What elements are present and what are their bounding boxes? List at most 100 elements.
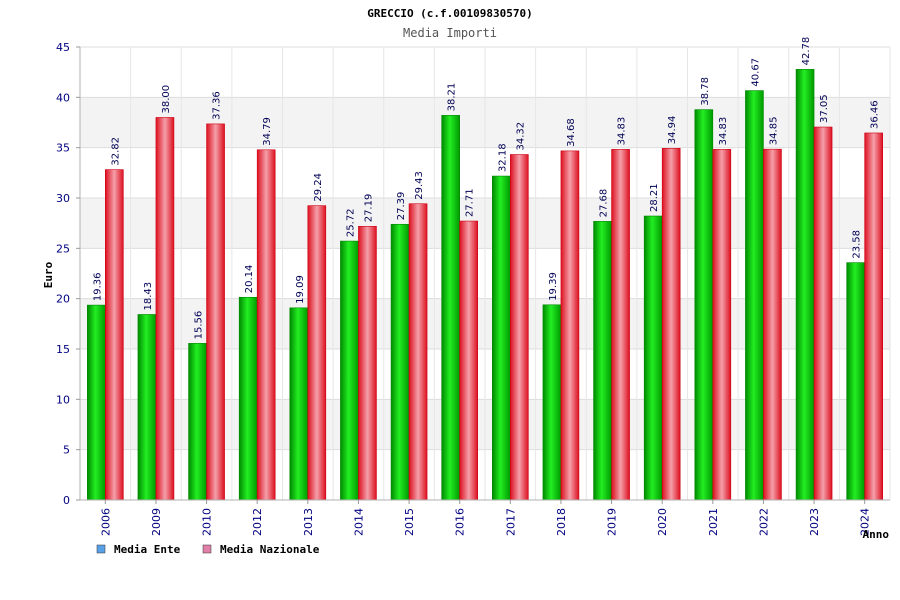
x-tick-label: 2016 [454,508,467,536]
bar-value-label: 19.09 [295,275,306,304]
y-axis-label: Euro [42,261,55,288]
bar-value-label: 23.58 [852,230,863,259]
bar-value-label: 38.21 [447,83,458,112]
bar-media-ente-2022 [745,90,764,501]
bar-media-ente-2012 [238,296,258,501]
x-tick-label: 2013 [302,508,315,536]
y-tick-label: 15 [56,343,70,356]
bar-value-label: 27.39 [396,192,407,221]
bar-value-label: 34.83 [617,117,628,146]
x-tick-label: 2012 [251,508,264,536]
axes [79,47,890,501]
x-tick-label: 2022 [757,508,770,536]
bar-media-nazionale-2017 [510,154,529,501]
bar-media-ente-2018 [542,304,562,501]
bar-media-nazionale-2014 [358,225,377,501]
y-tick-label: 20 [56,293,70,306]
bar-media-nazionale-2019 [611,149,630,501]
y-tick-label: 40 [56,91,70,104]
x-axis-label: Anno [863,528,890,541]
bar-value-label: 29.24 [313,173,324,202]
bar-value-label: 36.46 [870,100,881,129]
bar-media-ente-2010 [188,343,207,501]
bar-value-label: 38.00 [161,85,172,114]
x-tick-label: 2018 [555,508,568,536]
y-axis-ticks: 0 5 10 15 20 25 30 35 40 45 [56,41,80,507]
bar-value-label: 28.21 [649,183,660,212]
bar-value-label: 34.79 [262,117,273,146]
y-tick-label: 45 [56,41,70,54]
x-tick-label: 2021 [707,508,720,536]
bar-media-ente-2017 [492,175,511,501]
bar-value-label: 27.71 [465,188,476,217]
legend-swatch-media-nazionale [202,544,212,554]
bar-value-label: 34.85 [768,117,779,146]
bar-value-label: 34.83 [718,117,729,146]
bar-value-label: 15.56 [194,311,205,340]
bar-value-label: 40.67 [750,58,761,87]
x-tick-label: 2010 [201,508,214,536]
bar-value-label: 19.39 [548,272,559,301]
bar-media-ente-2020 [643,215,663,501]
bar-media-ente-2009 [137,314,157,501]
y-tick-label: 0 [63,494,70,507]
x-axis-ticks: 2006 2009 2010 2012 2013 2014 2015 2016 2017 2018… [99,500,872,536]
y-tick-label: 35 [56,142,70,155]
bar-media-nazionale-2009 [155,117,175,501]
bar-value-label: 37.05 [819,94,830,123]
legend-label-media-nazionale: Media Nazionale [220,543,320,556]
bar-value-label: 27.68 [599,189,610,218]
x-tick-label: 2017 [504,508,517,536]
bar-value-labels: 19.36 32.82 18.43 38.00 15.56 37.36 20.14 34.79… [92,37,880,340]
bar-media-ente-2021 [694,109,714,501]
bar-media-ente-2013 [289,307,309,501]
x-tick-label: 2023 [808,508,821,536]
y-tick-label: 10 [56,393,70,406]
bar-value-label: 38.78 [700,77,711,106]
x-tick-label: 2015 [403,508,416,536]
legend: Media Ente Media Nazionale [96,543,320,556]
bar-value-label: 20.14 [244,265,255,294]
bar-value-label: 34.94 [667,116,678,145]
bar-value-label: 34.32 [515,122,526,151]
bar-value-label: 18.43 [143,282,154,311]
bar-media-nazionale-2006 [105,169,124,501]
bar-media-ente-2006 [87,304,106,501]
bar-media-nazionale-2018 [560,150,580,501]
x-tick-label: 2024 [859,508,872,536]
y-tick-label: 30 [56,192,70,205]
bar-media-ente-2016 [441,115,460,501]
bar-value-label: 32.18 [497,143,508,172]
bar-media-nazionale-2021 [712,149,732,501]
legend-swatch-media-ente [96,544,106,554]
bar-media-nazionale-2010 [206,123,225,501]
legend-label-media-ente: Media Ente [114,543,181,556]
bar-media-ente-2023 [795,69,815,501]
bar-media-nazionale-2020 [661,147,681,501]
bar-media-ente-2015 [390,223,410,501]
x-tick-label: 2020 [656,508,669,536]
bar-media-nazionale-2016 [459,220,478,501]
bar-media-ente-2014 [340,240,359,501]
x-tick-label: 2009 [150,508,163,536]
chart-subtitle: Media Importi [403,26,497,40]
bar-value-label: 42.78 [801,37,812,66]
bar-value-label: 25.72 [345,208,356,237]
bar-value-label: 32.82 [110,137,121,166]
bar-media-nazionale-2022 [763,148,782,501]
y-tick-label: 5 [63,444,70,457]
x-tick-label: 2019 [606,508,619,536]
bar-media-nazionale-2013 [307,205,327,501]
bar-media-ente-2019 [593,221,612,501]
bar-media-nazionale-2015 [408,203,428,501]
chart-title: GRECCIO (c.f.00109830570) [367,7,533,20]
bar-value-label: 34.68 [566,118,577,147]
bar-media-nazionale-2024 [864,132,883,501]
bar-value-label: 19.36 [92,272,103,301]
y-tick-label: 25 [56,242,70,255]
bar-value-label: 37.36 [212,91,223,120]
bar-media-ente-2024 [846,262,865,501]
bar-media-nazionale-2023 [813,126,833,501]
x-tick-label: 2014 [352,508,365,536]
